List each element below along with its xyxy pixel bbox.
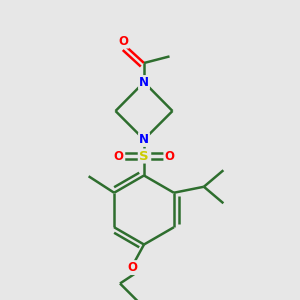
Text: O: O <box>113 149 124 163</box>
Text: N: N <box>139 76 149 89</box>
Text: O: O <box>164 149 175 163</box>
Text: N: N <box>139 133 149 146</box>
Text: O: O <box>118 34 129 48</box>
Text: S: S <box>139 149 149 163</box>
Text: O: O <box>127 261 137 274</box>
